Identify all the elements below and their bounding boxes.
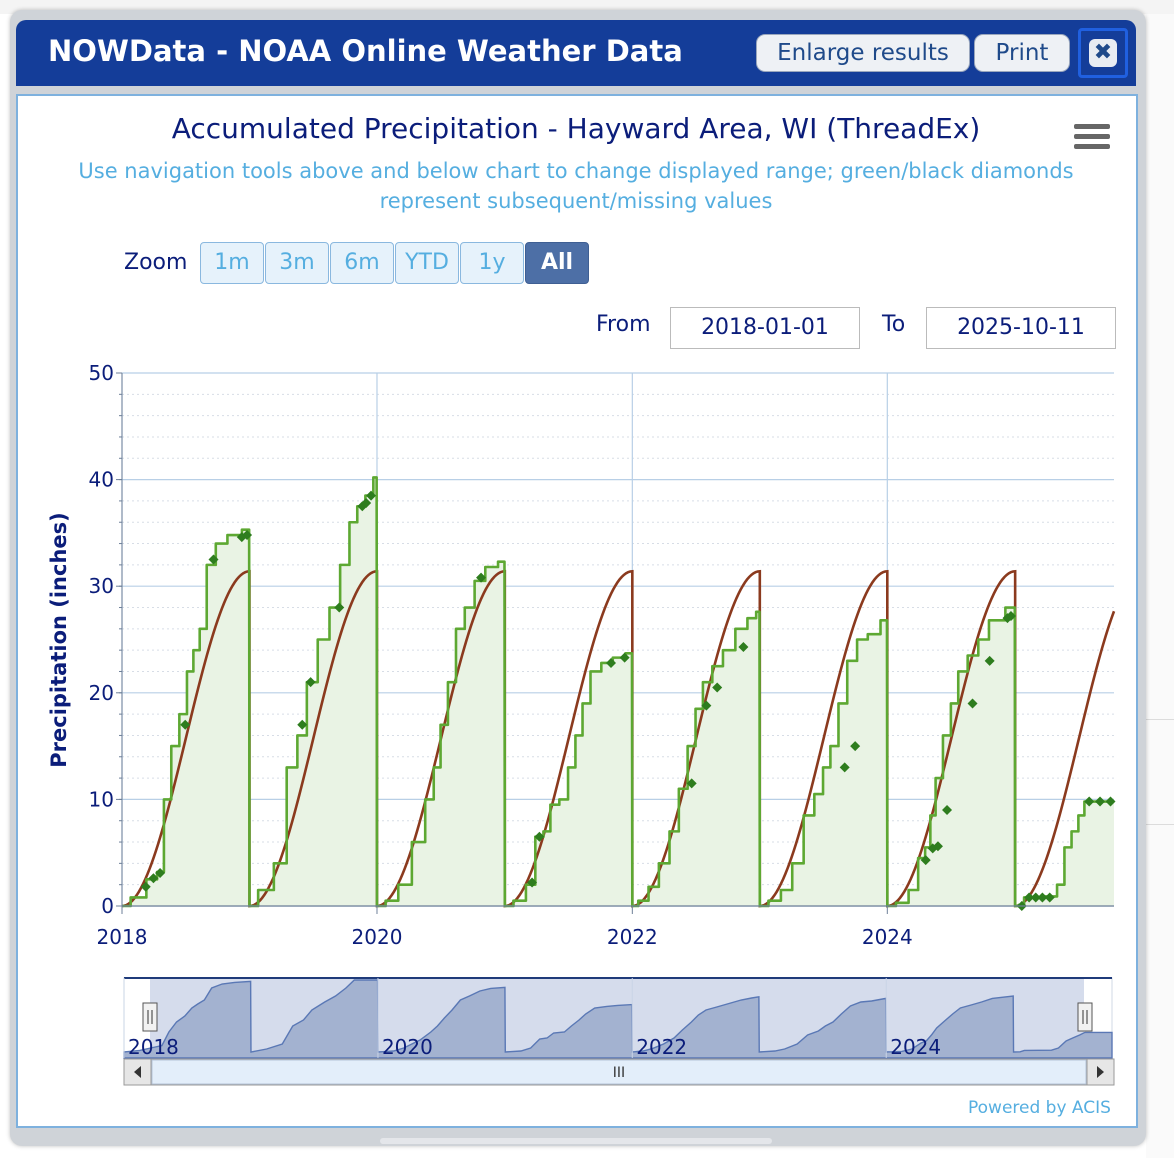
- y-tick-label: 0: [101, 894, 114, 918]
- handle-grip: [1077, 1002, 1093, 1032]
- value-marker: [932, 841, 943, 852]
- powered-by-link[interactable]: Powered by ACIS: [968, 1098, 1111, 1118]
- navigator-left-handle[interactable]: [142, 1002, 158, 1032]
- value-marker: [534, 831, 545, 842]
- value-marker: [839, 762, 850, 773]
- zoom-1y-button[interactable]: 1y: [460, 242, 524, 284]
- x-tick-label: 2022: [607, 925, 658, 949]
- y-tick-label: 50: [89, 361, 114, 385]
- y-tick-label: 10: [89, 787, 114, 811]
- zoom-1m-button[interactable]: 1m: [200, 242, 264, 284]
- y-axis-title: Precipitation (inches): [47, 512, 71, 768]
- value-marker: [738, 641, 749, 652]
- from-label: From: [596, 312, 651, 337]
- enlarge-results-button[interactable]: Enlarge results: [756, 34, 970, 72]
- dialog-title-bar[interactable]: NOWData - NOAA Online Weather Data Enlar…: [16, 20, 1136, 86]
- zoom-3m-button[interactable]: 3m: [265, 242, 329, 284]
- value-marker: [361, 498, 372, 509]
- handle-grip: [142, 1002, 158, 1032]
- value-marker: [1005, 611, 1016, 622]
- value-marker: [1030, 892, 1041, 903]
- value-marker: [967, 698, 978, 709]
- x-tick-label: 2020: [352, 925, 403, 949]
- close-button[interactable]: ✖: [1078, 28, 1128, 78]
- navigator-tick-label: 2020: [382, 1035, 433, 1059]
- y-tick-label: 20: [89, 681, 114, 705]
- value-marker: [619, 652, 630, 663]
- left-arrow-icon: [134, 1066, 141, 1078]
- scrollbar-grip: III: [613, 1065, 625, 1081]
- value-marker: [1084, 796, 1095, 807]
- value-marker: [850, 741, 861, 752]
- navigator-tick-label: 2022: [636, 1035, 687, 1059]
- value-marker: [476, 572, 487, 583]
- value-marker: [527, 877, 538, 888]
- to-date-input[interactable]: 2025-10-11: [926, 307, 1116, 349]
- value-marker: [1105, 796, 1116, 807]
- zoom-label: Zoom: [124, 250, 188, 275]
- value-marker: [297, 719, 308, 730]
- background-panel: [1146, 719, 1174, 825]
- value-marker: [208, 554, 219, 565]
- value-marker: [242, 530, 253, 541]
- from-date-input[interactable]: 2018-01-01: [670, 307, 860, 349]
- value-marker: [686, 778, 697, 789]
- navigator-tick-label: 2018: [128, 1035, 179, 1059]
- observed-area: [122, 477, 1114, 906]
- zoom-ytd-button[interactable]: YTD: [395, 242, 459, 284]
- value-marker: [1044, 892, 1055, 903]
- x-tick-label: 2018: [97, 925, 148, 949]
- value-marker: [942, 805, 953, 816]
- x-tick-label: 2024: [862, 925, 913, 949]
- value-marker: [180, 719, 191, 730]
- value-marker: [366, 490, 377, 501]
- right-arrow-icon: [1097, 1066, 1104, 1078]
- value-marker: [334, 602, 345, 613]
- value-marker: [140, 881, 151, 892]
- value-marker: [148, 873, 159, 884]
- value-marker: [701, 700, 712, 711]
- value-marker: [1024, 892, 1035, 903]
- value-marker: [712, 682, 723, 693]
- value-marker: [1037, 892, 1048, 903]
- range-navigator[interactable]: 2018 2020 2022 2024: [123, 977, 1113, 1059]
- zoom-all-button[interactable]: All: [525, 242, 589, 284]
- marker-layer: [140, 490, 1116, 911]
- y-tick-label: 40: [89, 468, 114, 492]
- y-tick-label: 30: [89, 574, 114, 598]
- background-page-edge: [1146, 14, 1174, 1158]
- zoom-6m-button[interactable]: 6m: [330, 242, 394, 284]
- value-marker: [305, 677, 316, 688]
- value-marker: [155, 867, 166, 878]
- zoom-button-group: 1m 3m 6m YTD 1y All: [200, 242, 590, 284]
- navigator-tick-label: 2024: [890, 1035, 941, 1059]
- chart-subtitle: Use navigation tools above and below cha…: [78, 159, 1074, 213]
- scrollbar-thumb: [151, 1059, 1087, 1085]
- range-scrollbar[interactable]: III: [123, 1058, 1115, 1086]
- hamburger-menu-icon[interactable]: [1074, 124, 1110, 154]
- value-marker: [1095, 796, 1106, 807]
- value-marker: [920, 855, 931, 866]
- chart-title: Accumulated Precipitation - Hayward Area…: [171, 112, 981, 145]
- print-button[interactable]: Print: [974, 34, 1070, 72]
- dialog-title: NOWData - NOAA Online Weather Data: [48, 34, 683, 68]
- observed-area-fill: [122, 477, 1114, 906]
- close-icon: ✖: [1089, 39, 1117, 67]
- value-marker: [984, 655, 995, 666]
- dialog-resize-grip[interactable]: [380, 1138, 772, 1144]
- navigator-right-handle[interactable]: [1077, 1002, 1093, 1032]
- to-label: To: [882, 312, 906, 337]
- chart-axes: 0 10 20 30 40 50 2018 2020 2022 2024: [89, 361, 1114, 949]
- value-marker: [606, 657, 617, 668]
